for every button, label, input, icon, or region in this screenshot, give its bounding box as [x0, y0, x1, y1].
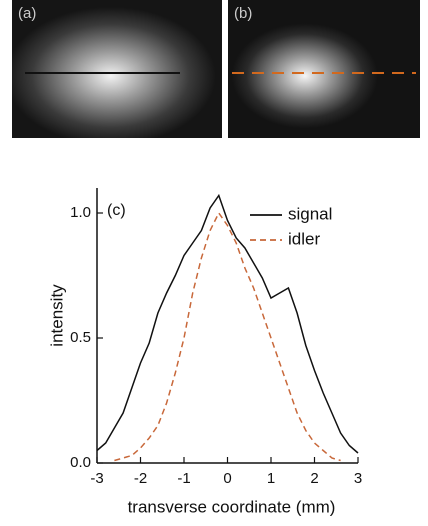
- x-tick-label: 0: [223, 470, 231, 487]
- x-tick-label: -1: [177, 470, 190, 487]
- chart: -3 -2 -1 0 1 2 3 0.0 0.5 1.0 transverse coordinate…: [47, 188, 362, 516]
- x-tick-label: -3: [90, 470, 103, 487]
- y-axis-label: intensity: [47, 284, 66, 347]
- series-line: [114, 213, 340, 461]
- x-tick-label: 1: [267, 470, 275, 487]
- y-tick-label: 0.5: [70, 329, 91, 346]
- image-label: (a): [18, 5, 36, 22]
- figure: (a) (b) -3 -2 -1 0 1 2 3 0.0 0.5 1.0 transverse co…: [0, 0, 428, 526]
- y-tick-label: 1.0: [70, 204, 91, 221]
- image-a: [12, 0, 222, 138]
- x-tick-label: 3: [354, 470, 362, 487]
- y-tick-label: 0.0: [70, 454, 91, 471]
- x-axis-label: transverse coordinate (mm): [128, 497, 336, 516]
- panel-label: (c): [107, 202, 126, 219]
- image-b: [228, 0, 420, 138]
- legend-label: signal: [288, 204, 332, 223]
- x-tick-label: 2: [310, 470, 318, 487]
- legend-label: idler: [288, 229, 320, 248]
- x-tick-label: -2: [134, 470, 147, 487]
- image-label: (b): [234, 5, 252, 22]
